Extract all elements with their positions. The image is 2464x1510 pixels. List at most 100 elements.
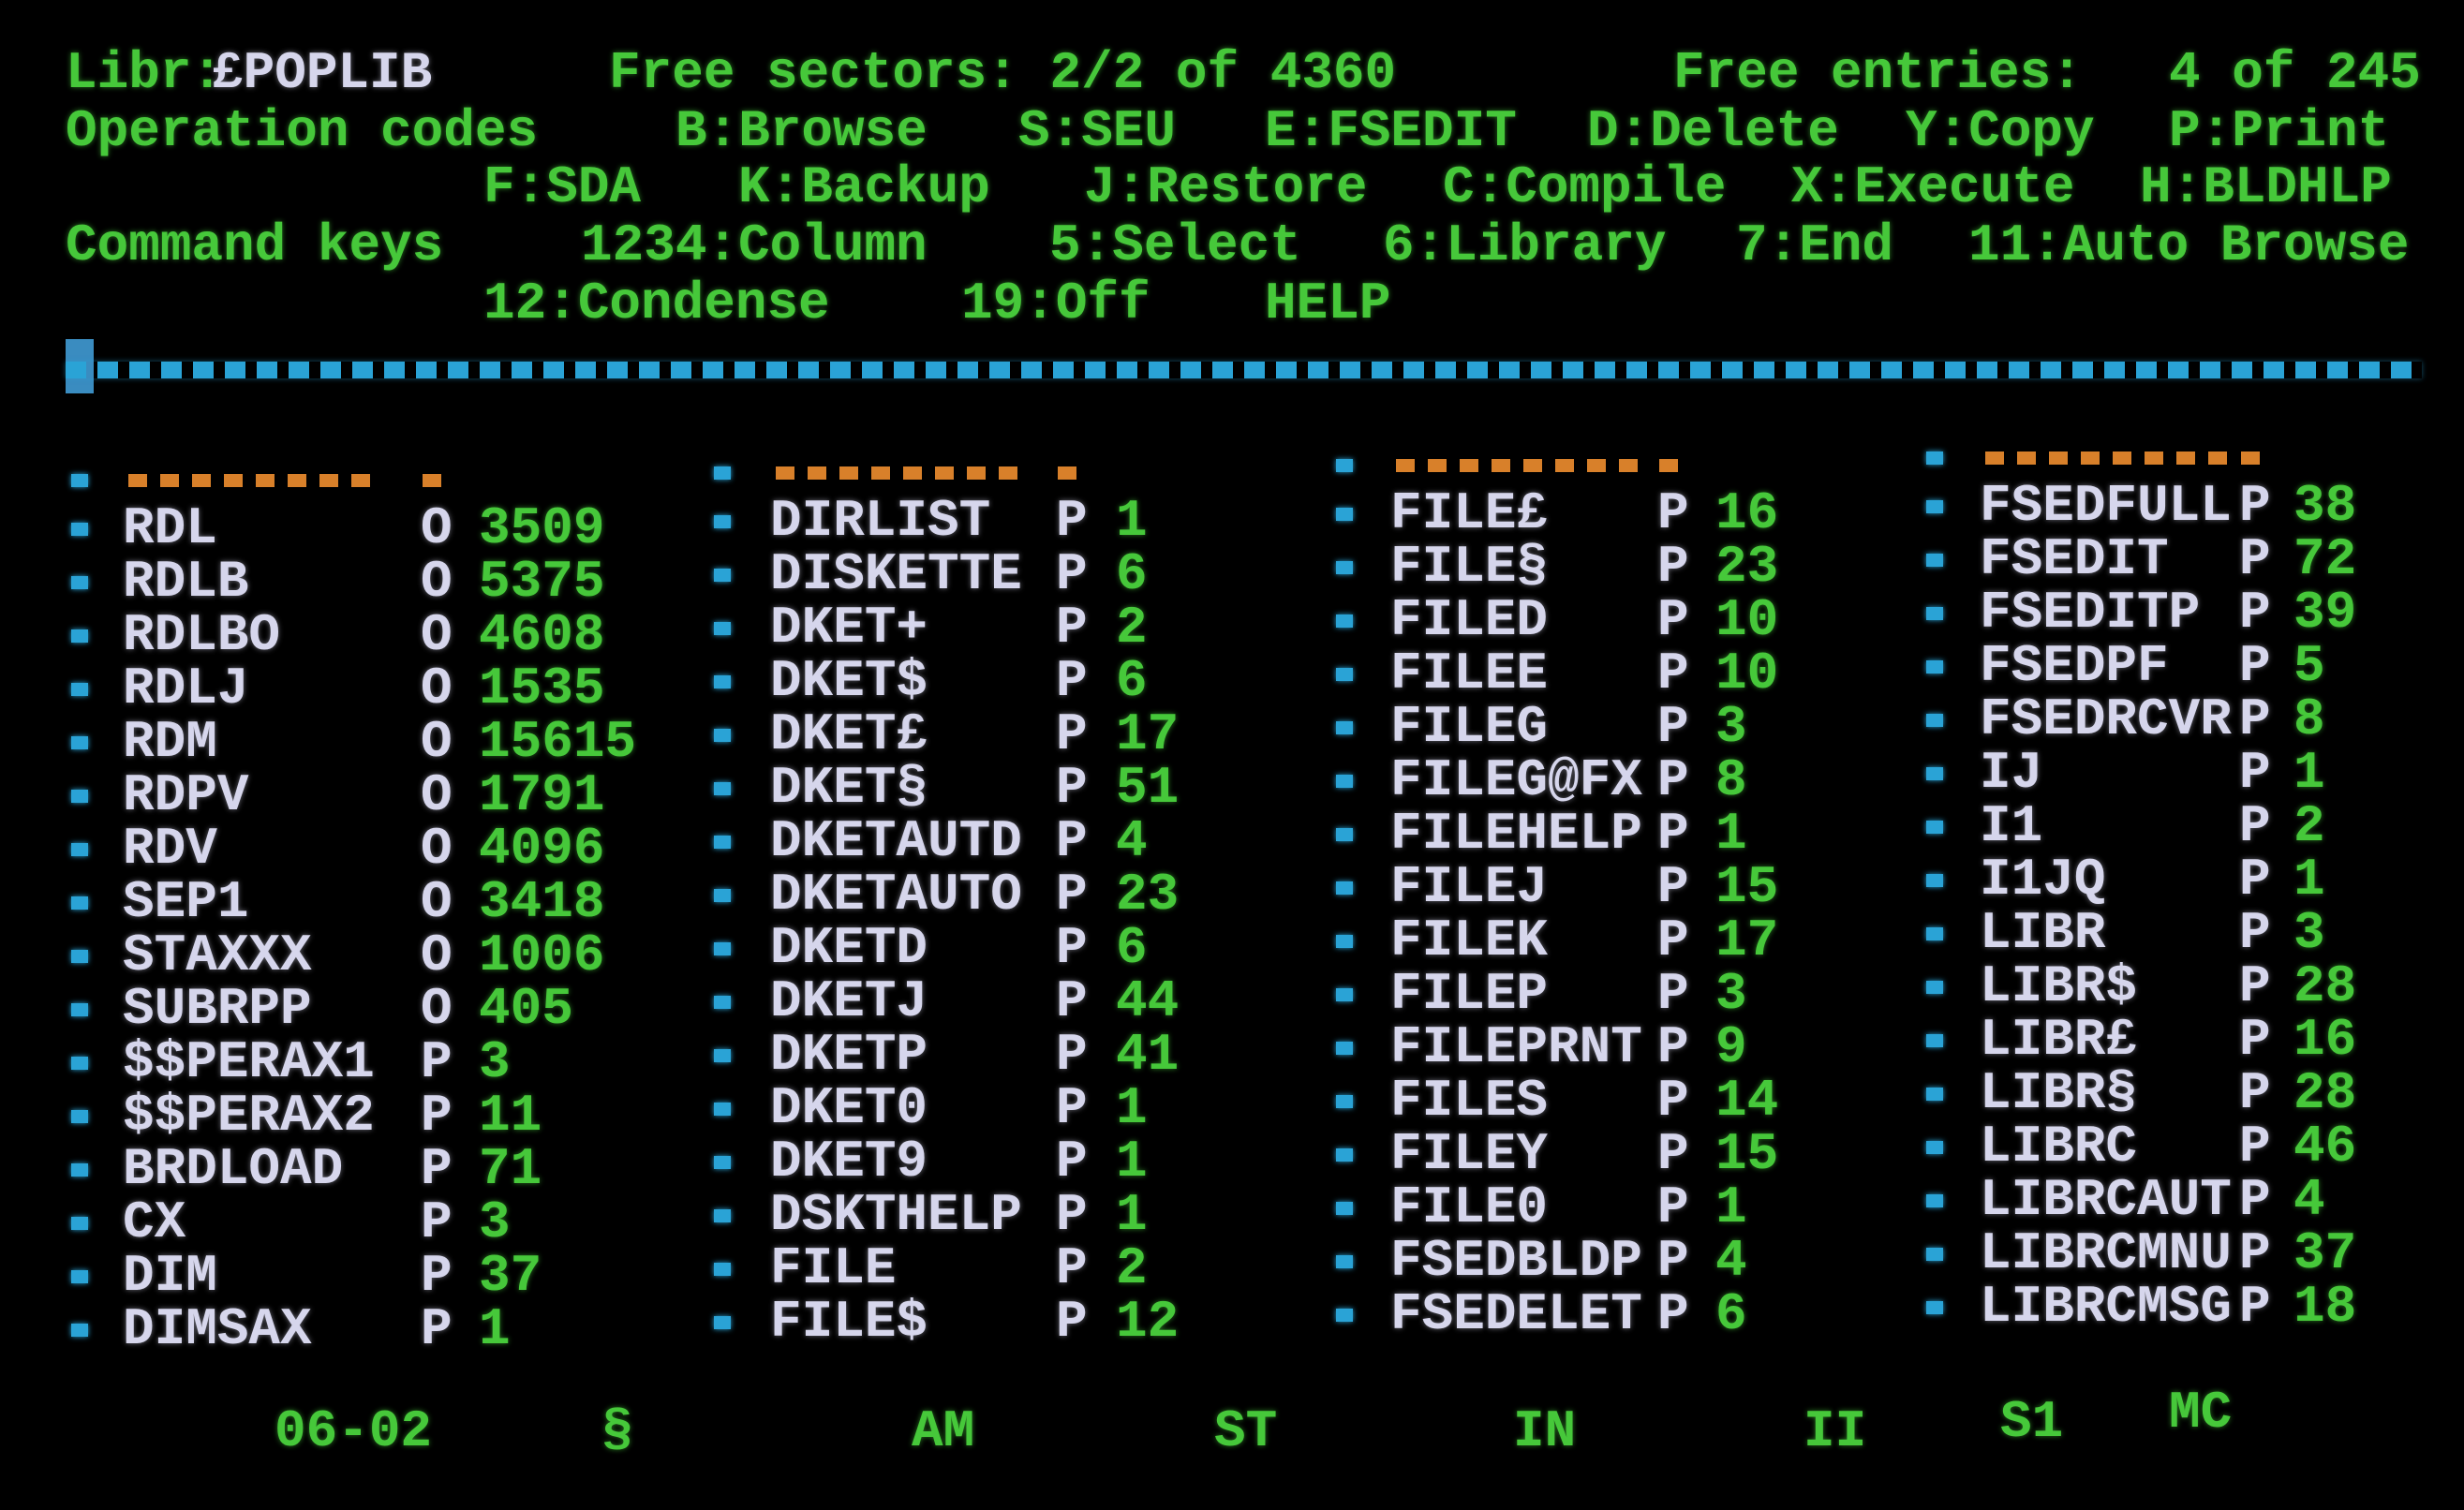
option-field[interactable] <box>714 622 731 635</box>
member-size: 5375 <box>479 552 605 612</box>
option-field[interactable] <box>1926 874 1943 887</box>
option-field[interactable] <box>1926 821 1943 834</box>
option-field[interactable] <box>1926 660 1943 674</box>
member-type: P <box>1056 1185 1088 1245</box>
member-size: 4 <box>1715 1231 1747 1291</box>
type-field-header <box>2241 452 2262 465</box>
option-field[interactable] <box>1336 614 1353 628</box>
key-off[interactable]: 19:Off <box>961 274 1150 333</box>
option-field[interactable] <box>714 1263 731 1276</box>
option-field[interactable] <box>1926 500 1943 513</box>
option-field[interactable] <box>71 1057 88 1070</box>
option-field[interactable] <box>1336 1095 1353 1108</box>
option-field[interactable] <box>1336 721 1353 734</box>
option-field[interactable] <box>1336 668 1353 681</box>
option-field[interactable] <box>71 683 88 696</box>
option-field[interactable] <box>714 675 731 688</box>
option-field[interactable] <box>71 950 88 963</box>
member-type: P <box>421 1139 453 1199</box>
option-field[interactable] <box>1336 1255 1353 1268</box>
option-field[interactable] <box>71 523 88 536</box>
op-seu[interactable]: S:SEU <box>1018 101 1177 161</box>
option-field[interactable] <box>714 836 731 849</box>
option-field[interactable] <box>714 1156 731 1169</box>
option-field[interactable] <box>714 942 731 955</box>
option-field[interactable] <box>71 790 88 803</box>
member-size: 23 <box>1116 865 1180 925</box>
option-field[interactable] <box>1336 561 1353 574</box>
option-field[interactable] <box>714 1209 731 1222</box>
option-field[interactable] <box>71 1270 88 1283</box>
status-in: IN <box>1513 1401 1577 1461</box>
option-field[interactable] <box>71 1217 88 1230</box>
option-field[interactable] <box>714 569 731 582</box>
option-field[interactable] <box>714 1049 731 1062</box>
option-field[interactable] <box>1336 881 1353 895</box>
op-print[interactable]: P:Print <box>2169 101 2390 161</box>
member-size: 38 <box>2293 476 2357 536</box>
name-field-header <box>128 474 378 487</box>
op-browse[interactable]: B:Browse <box>675 101 928 161</box>
member-type: P <box>421 1032 453 1092</box>
option-field[interactable] <box>1926 927 1943 940</box>
op-compile[interactable]: C:Compile <box>1443 157 1727 217</box>
member-name: FSEDIT <box>1980 529 2169 589</box>
option-field[interactable] <box>1336 1309 1353 1322</box>
option-field[interactable] <box>1336 775 1353 788</box>
op-execute[interactable]: X:Execute <box>1791 157 2075 217</box>
option-field[interactable] <box>1926 1248 1943 1261</box>
member-size: 10 <box>1715 590 1779 650</box>
key-select[interactable]: 5:Select <box>1049 215 1301 275</box>
option-field[interactable] <box>1336 1042 1353 1055</box>
key-end[interactable]: 7:End <box>1736 215 1894 275</box>
option-field[interactable] <box>714 996 731 1009</box>
op-restore[interactable]: J:Restore <box>1084 157 1368 217</box>
key-library[interactable]: 6:Library <box>1383 215 1667 275</box>
option-field[interactable] <box>71 736 88 749</box>
option-field[interactable] <box>1336 988 1353 1001</box>
option-field[interactable] <box>714 782 731 795</box>
option-field[interactable] <box>1926 1301 1943 1314</box>
option-field[interactable] <box>71 1163 88 1177</box>
option-field[interactable] <box>1926 607 1943 620</box>
option-field[interactable] <box>1336 935 1353 948</box>
option-field[interactable] <box>714 515 731 528</box>
key-help[interactable]: HELP <box>1265 274 1391 333</box>
option-field[interactable] <box>1336 508 1353 521</box>
op-sda[interactable]: F:SDA <box>483 157 642 217</box>
option-field[interactable] <box>1926 714 1943 727</box>
op-bldhlp[interactable]: H:BLDHLP <box>2140 157 2392 217</box>
option-field[interactable] <box>71 576 88 589</box>
option-field[interactable] <box>1336 1202 1353 1215</box>
option-field[interactable] <box>1926 1088 1943 1101</box>
option-field[interactable] <box>71 1110 88 1123</box>
option-field[interactable] <box>1336 828 1353 841</box>
option-field[interactable] <box>71 1324 88 1337</box>
option-field[interactable] <box>1926 1034 1943 1047</box>
option-field[interactable] <box>714 1316 731 1329</box>
member-size: 6 <box>1116 651 1148 711</box>
option-field[interactable] <box>71 629 88 643</box>
option-field[interactable] <box>1926 1141 1943 1154</box>
free-sectors: Free sectors: 2/2 of 4360 <box>609 43 1397 103</box>
key-auto-browse[interactable]: 11:Auto Browse <box>1968 215 2410 275</box>
option-field[interactable] <box>1926 767 1943 780</box>
option-field[interactable] <box>714 889 731 902</box>
option-field[interactable] <box>714 729 731 742</box>
option-field[interactable] <box>71 896 88 910</box>
option-field[interactable] <box>1926 1194 1943 1207</box>
option-field[interactable] <box>714 1103 731 1116</box>
option-field[interactable] <box>1336 1148 1353 1162</box>
key-condense[interactable]: 12:Condense <box>483 274 830 333</box>
op-fsedit[interactable]: E:FSEDIT <box>1265 101 1517 161</box>
option-field[interactable] <box>1926 981 1943 994</box>
input-line[interactable] <box>66 362 2422 378</box>
op-copy[interactable]: Y:Copy <box>1906 101 2095 161</box>
key-column[interactable]: 1234:Column <box>581 215 928 275</box>
option-field[interactable] <box>71 843 88 856</box>
option-field[interactable] <box>71 1003 88 1016</box>
op-backup[interactable]: K:Backup <box>738 157 990 217</box>
option-field[interactable] <box>1926 554 1943 567</box>
op-delete[interactable]: D:Delete <box>1587 101 1839 161</box>
member-name: DKET9 <box>770 1132 928 1192</box>
